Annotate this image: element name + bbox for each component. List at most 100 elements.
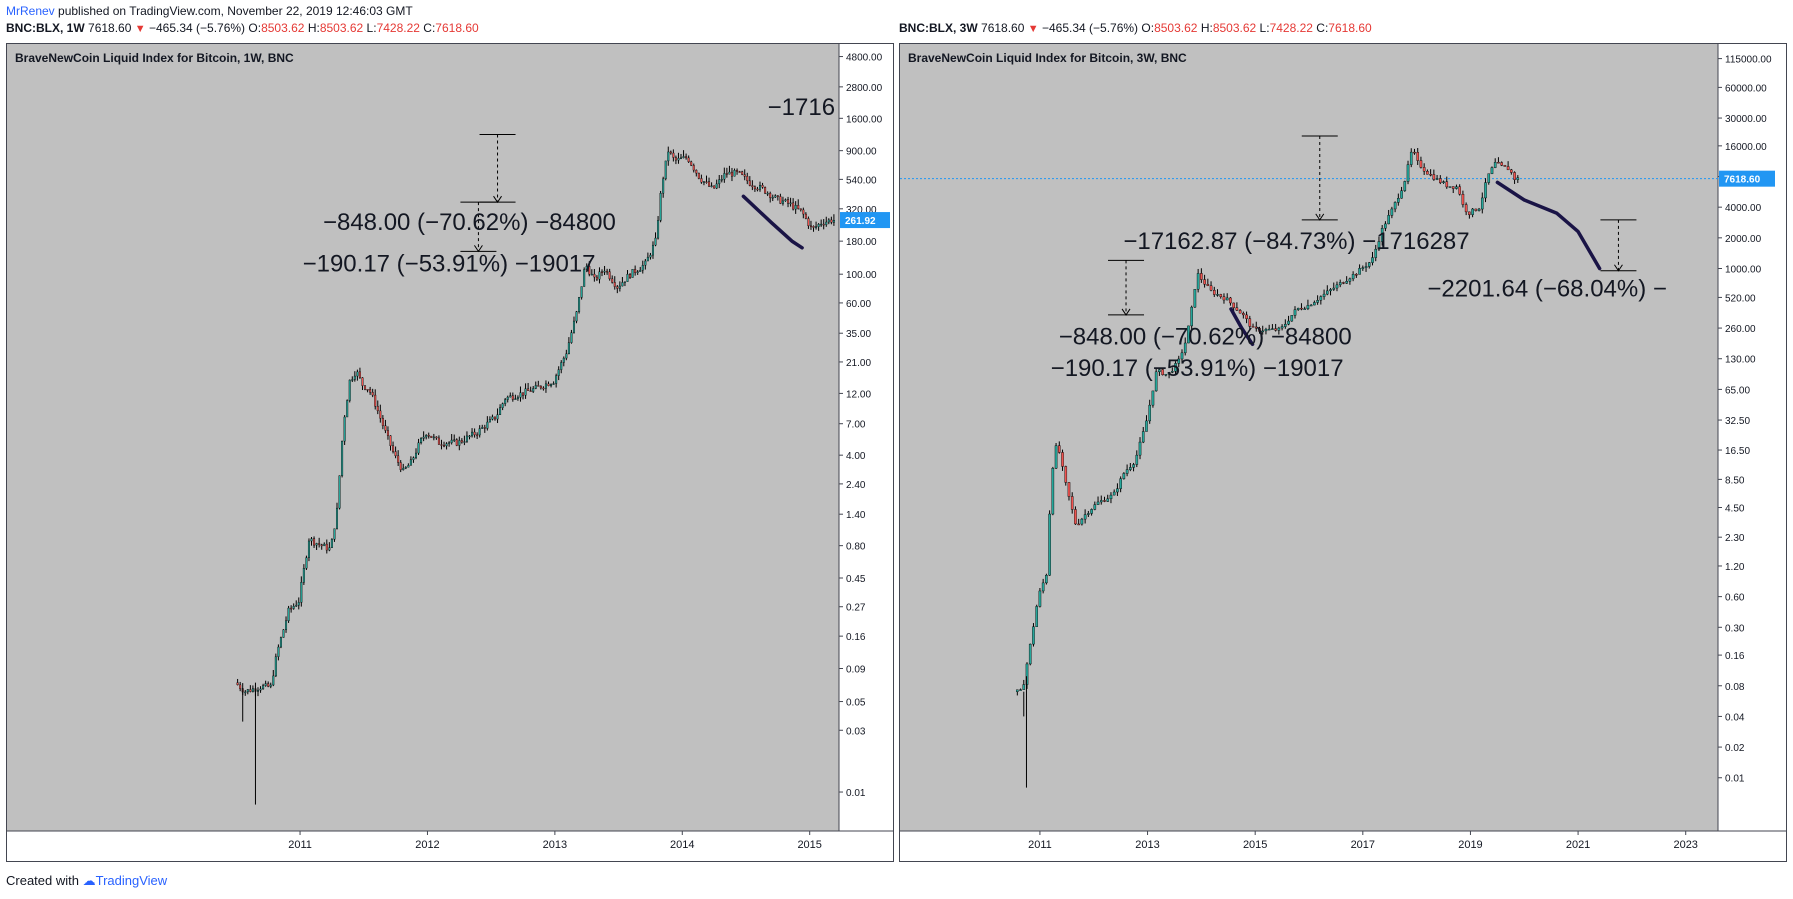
y-tick-label: 7.00 xyxy=(846,420,866,431)
right-o-label: O: xyxy=(1141,21,1155,35)
tradingview-brand[interactable]: TradingView xyxy=(95,873,168,888)
candle-body xyxy=(697,172,700,179)
candle-body xyxy=(779,196,782,204)
candle-body xyxy=(1513,172,1516,180)
candle-body xyxy=(807,218,810,227)
candle-body xyxy=(315,543,318,546)
candle-body xyxy=(547,383,550,387)
candle-body xyxy=(1261,330,1265,333)
y-tick-label: 2800.00 xyxy=(846,83,883,94)
candle-body xyxy=(1245,314,1248,319)
candle-body xyxy=(550,384,553,387)
y-tick-label: 60000.00 xyxy=(1725,83,1767,94)
candle-body xyxy=(1232,302,1235,308)
candle-body xyxy=(603,270,606,273)
candle-body xyxy=(448,442,451,444)
candle-body xyxy=(305,557,308,569)
candle-body xyxy=(659,193,662,221)
candle-body xyxy=(1154,371,1158,392)
candle-body xyxy=(1057,445,1061,453)
y-tick-label: 0.60 xyxy=(1725,593,1745,604)
candle-body xyxy=(809,225,812,228)
y-tick-label: 1600.00 xyxy=(846,114,883,125)
right-high: 8503.62 xyxy=(1212,21,1257,35)
candle-body xyxy=(1041,582,1045,592)
y-tick-label: 0.08 xyxy=(1725,682,1745,693)
candle-body xyxy=(1309,304,1313,307)
candle-body xyxy=(1277,327,1281,331)
candle-body xyxy=(386,430,389,436)
candle-body xyxy=(333,528,336,540)
candle-body xyxy=(302,568,305,583)
candle-body xyxy=(251,688,254,692)
candle-body xyxy=(323,543,326,547)
candle-body xyxy=(366,389,369,391)
candle-body xyxy=(820,223,823,226)
candle-body xyxy=(420,438,423,444)
candle-body xyxy=(552,383,555,385)
chart-panel-3w[interactable]: BraveNewCoin Liquid Index for Bitcoin, 3… xyxy=(899,43,1787,862)
x-tick-label: 2023 xyxy=(1673,839,1697,851)
left-legend: BNC:BLX, 1W 7618.60 ▼ −465.34 (−5.76%) O… xyxy=(6,21,479,35)
candle-body xyxy=(1070,496,1074,510)
candle-body xyxy=(794,205,797,210)
candle-body xyxy=(392,445,395,452)
candle-body xyxy=(534,385,537,389)
candle-body xyxy=(1148,404,1152,422)
chart-1w-svg[interactable]: BraveNewCoin Liquid Index for Bitcoin, 1… xyxy=(7,44,894,862)
right-c-label: C: xyxy=(1316,21,1329,35)
candle-body xyxy=(611,278,614,283)
candle-body xyxy=(1209,285,1213,291)
candle-body xyxy=(1122,473,1126,479)
y-tick-label: 0.30 xyxy=(1725,623,1745,634)
candle-body xyxy=(287,607,290,622)
y-tick-label: 16.50 xyxy=(1725,446,1750,457)
candle-body xyxy=(450,439,453,443)
candle-body xyxy=(1355,274,1358,276)
left-last: 7618.60 xyxy=(88,21,132,35)
candle-body xyxy=(269,684,272,687)
chart-3w-svg[interactable]: BraveNewCoin Liquid Index for Bitcoin, 3… xyxy=(900,44,1787,862)
candle-body xyxy=(1242,313,1245,316)
candle-body xyxy=(1416,152,1420,161)
candle-body xyxy=(598,271,601,280)
left-open: 8503.62 xyxy=(261,21,305,35)
left-high: 8503.62 xyxy=(319,21,364,35)
x-tick-label: 2015 xyxy=(797,839,821,851)
candle-body xyxy=(702,181,705,183)
candle-body xyxy=(397,455,400,463)
candle-body xyxy=(435,436,438,439)
right-last: 7618.60 xyxy=(981,21,1025,35)
candle-body xyxy=(537,385,540,387)
y-tick-label: 0.80 xyxy=(846,542,866,553)
candle-body xyxy=(623,281,626,283)
candle-body xyxy=(478,428,481,436)
candle-body xyxy=(1019,689,1022,691)
candle-body xyxy=(369,389,372,393)
candle-body xyxy=(455,439,458,446)
candle-body xyxy=(404,467,407,469)
author-link[interactable]: MrRenev xyxy=(6,4,55,18)
candle-body xyxy=(476,434,479,437)
candle-body xyxy=(522,392,525,396)
candle-body xyxy=(764,187,767,194)
candle-body xyxy=(766,192,769,195)
candle-body xyxy=(295,604,298,607)
candle-body xyxy=(1196,273,1200,290)
candle-body xyxy=(310,538,313,542)
candle-body xyxy=(473,431,476,436)
chart-panel-1w[interactable]: BraveNewCoin Liquid Index for Bitcoin, 1… xyxy=(6,43,894,862)
candle-body xyxy=(733,170,736,177)
candle-body xyxy=(1164,374,1168,376)
tradingview-logo-icon[interactable]: ☁ xyxy=(82,873,96,888)
candle-body xyxy=(654,237,657,246)
candle-body xyxy=(1106,498,1110,502)
candle-body xyxy=(425,435,428,438)
candle-body xyxy=(769,192,772,199)
candle-body xyxy=(1503,165,1507,167)
range-arrow-icon xyxy=(493,195,502,204)
candle-body xyxy=(300,582,303,603)
x-tick-label: 2013 xyxy=(543,839,567,851)
candle-body xyxy=(1468,211,1471,215)
candle-body xyxy=(1119,478,1122,489)
